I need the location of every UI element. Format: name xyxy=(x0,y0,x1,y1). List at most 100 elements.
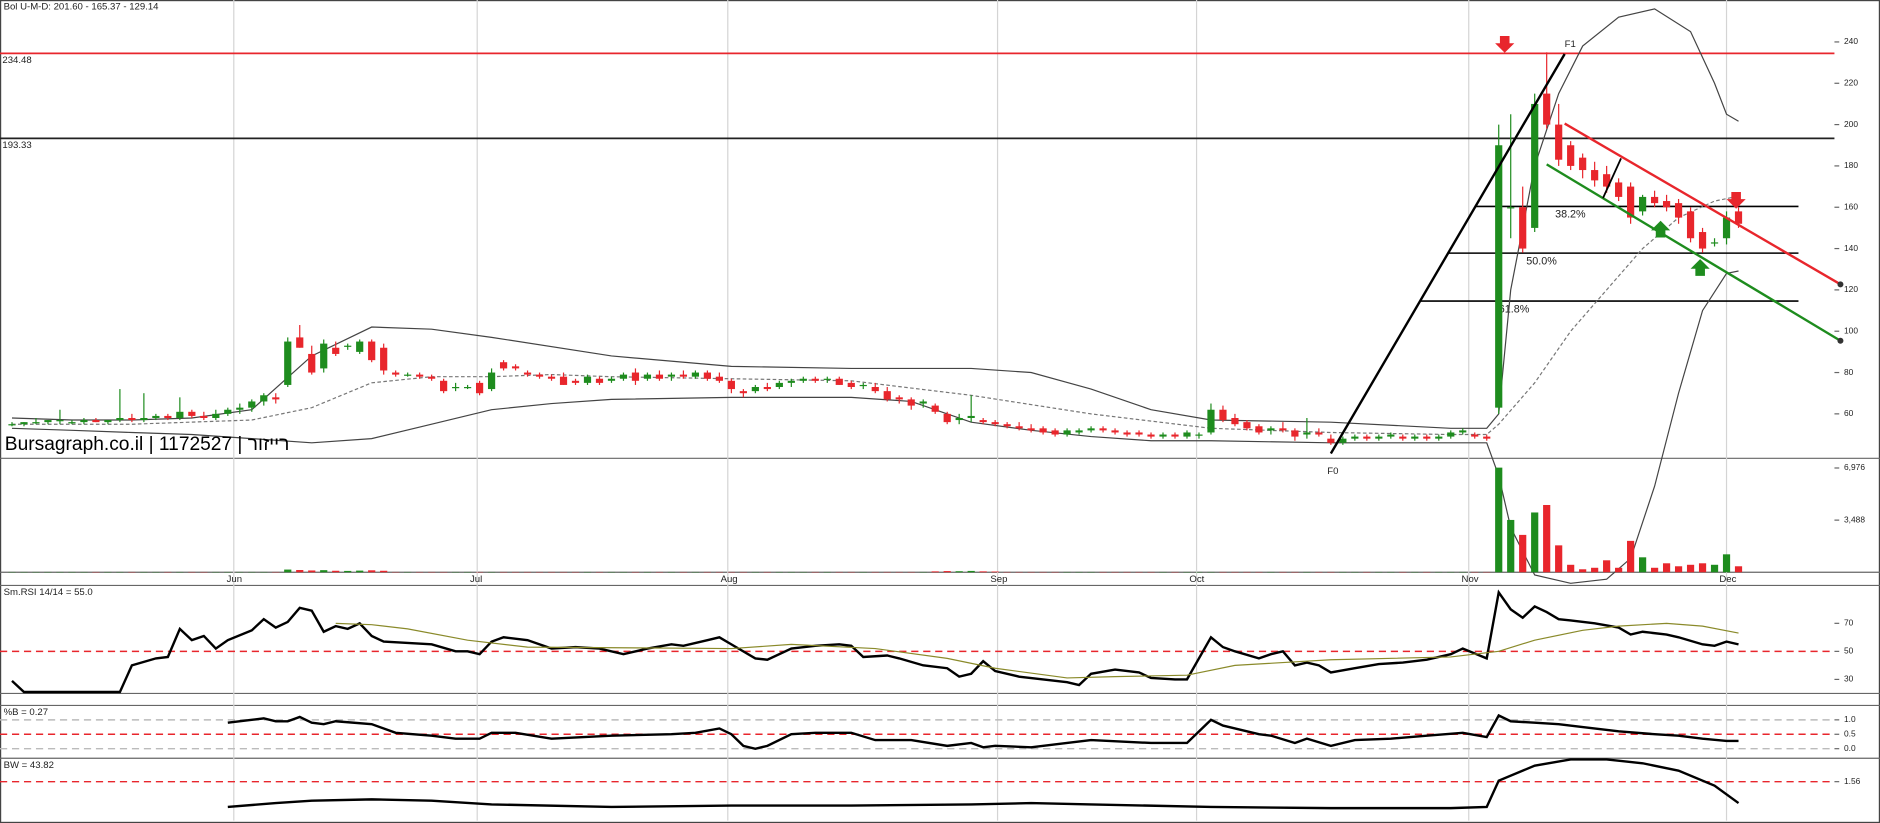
candle-body xyxy=(1243,422,1251,429)
candle-body xyxy=(979,420,987,423)
volume-bar xyxy=(991,571,999,573)
volume-bar xyxy=(1603,560,1611,573)
candle-body xyxy=(368,341,376,361)
candle-body xyxy=(1639,196,1647,212)
candle-body xyxy=(1435,436,1443,439)
y-tick-label: 200 xyxy=(1844,119,1858,129)
candle-body xyxy=(92,420,100,423)
candle-body xyxy=(583,376,592,383)
candle-body xyxy=(1603,174,1611,187)
candle-body xyxy=(1363,436,1371,439)
volume-bar xyxy=(1519,534,1527,573)
volume-bar xyxy=(1698,563,1707,573)
candle-body xyxy=(535,374,544,377)
candle-body xyxy=(68,422,76,424)
candle-body xyxy=(787,380,795,383)
volume-bar xyxy=(967,570,975,573)
volume-bar xyxy=(1531,512,1539,573)
candle-body xyxy=(452,387,460,389)
candle-body xyxy=(1627,186,1635,218)
candle-body xyxy=(799,378,807,381)
candle-body xyxy=(284,341,292,385)
volume-bar xyxy=(1579,569,1587,573)
y-tick-label: 220 xyxy=(1844,77,1858,87)
candle-body xyxy=(212,413,220,418)
candle-body xyxy=(56,420,64,422)
candle-body xyxy=(1087,428,1095,431)
x-tick-label: Sep xyxy=(990,574,1007,585)
candle-body xyxy=(967,415,975,418)
candle-body xyxy=(20,422,28,425)
watermark: Bursagraph.co.il | 1172527 | רייזור xyxy=(5,434,290,455)
y-tick-label: 50 xyxy=(1844,646,1854,656)
volume-bar xyxy=(1639,557,1647,573)
candle-body xyxy=(272,397,280,400)
candle-body xyxy=(835,378,843,385)
candle-body xyxy=(320,343,328,369)
candle-body xyxy=(667,374,676,377)
level-label: 234.48 xyxy=(2,55,31,66)
line-series xyxy=(11,589,1739,694)
annotation: F1 xyxy=(1565,39,1576,50)
candle-body xyxy=(1662,201,1671,208)
candle-body xyxy=(739,391,747,394)
chart-title: Bol U-M-D: 201.60 - 165.37 - 129.14 xyxy=(4,2,160,13)
candle-body xyxy=(1387,434,1395,437)
candle-body xyxy=(991,422,999,425)
buy-arrow xyxy=(1690,259,1710,276)
candle-body xyxy=(1183,432,1191,437)
volume-bar xyxy=(931,571,939,573)
candle-body xyxy=(1483,436,1491,439)
y-tick-label: 0.5 xyxy=(1844,728,1856,738)
candle-body xyxy=(931,405,939,412)
candle-body xyxy=(1722,217,1731,239)
volume-bar xyxy=(308,570,316,573)
candle-body xyxy=(152,415,160,418)
candle-body xyxy=(236,407,244,410)
candle-body xyxy=(643,374,652,379)
candle-body xyxy=(1255,426,1263,433)
candle-body xyxy=(1111,430,1119,433)
candle-body xyxy=(416,374,424,377)
panel-title: Sm.RSI 14/14 = 55.0 xyxy=(4,587,93,598)
volume-bar xyxy=(1627,540,1635,573)
trend-line xyxy=(1329,53,1566,455)
candle-body xyxy=(164,415,172,418)
candle-body xyxy=(1351,436,1359,439)
candle-body xyxy=(1686,211,1695,239)
candle-body xyxy=(44,420,52,423)
x-tick-label: Oct xyxy=(1189,574,1204,585)
volume-bar xyxy=(1686,564,1695,573)
candle-body xyxy=(1411,436,1419,439)
candle-body xyxy=(116,417,124,421)
candle-body xyxy=(176,411,184,418)
candle-body xyxy=(128,417,136,421)
candle-body xyxy=(296,337,304,348)
y-tick-label: 6,976 xyxy=(1844,462,1865,472)
candle-body xyxy=(595,378,604,383)
candle-body xyxy=(248,401,256,408)
candle-body xyxy=(1267,428,1275,431)
trend-end xyxy=(1837,337,1844,344)
candle-body xyxy=(332,347,340,354)
candle-body xyxy=(715,376,723,381)
candle-body xyxy=(1015,426,1023,429)
y-tick-label: 140 xyxy=(1844,243,1858,253)
candle-body xyxy=(1555,124,1563,160)
candle-body xyxy=(1674,203,1683,218)
candle-body xyxy=(1495,145,1503,408)
candle-body xyxy=(1159,434,1167,437)
candle-body xyxy=(1219,409,1227,421)
candle-body xyxy=(188,411,196,416)
candle-body xyxy=(1339,438,1347,443)
candle-body xyxy=(547,376,556,379)
candle-body xyxy=(907,399,915,406)
volume-bar xyxy=(1555,545,1563,573)
candle-body xyxy=(1698,232,1707,249)
candle-body xyxy=(571,380,580,383)
line-series xyxy=(11,270,1739,584)
fib-label: 61.8% xyxy=(1499,303,1530,315)
x-tick-label: Dec xyxy=(1719,574,1736,585)
candle-body xyxy=(775,382,783,388)
candle-body xyxy=(823,378,831,380)
